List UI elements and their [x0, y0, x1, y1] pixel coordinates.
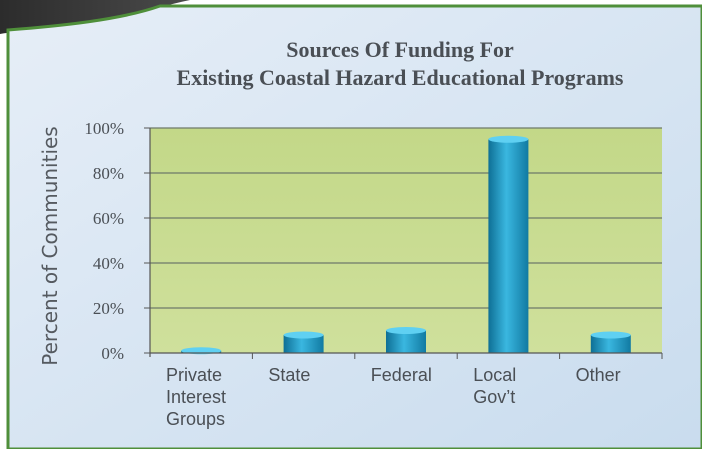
x-tick-label: Gov’t — [473, 387, 515, 407]
y-tick-label: 100% — [84, 119, 124, 138]
axes — [144, 127, 663, 359]
y-tick-label: 40% — [93, 254, 124, 273]
bar-body — [386, 330, 426, 353]
x-tick-label: Other — [576, 365, 621, 385]
bar — [590, 331, 631, 353]
y-tick-label: 80% — [93, 164, 124, 183]
bar-top — [590, 331, 631, 339]
chart-title-line-2: Existing Coastal Hazard Educational Prog… — [177, 65, 624, 90]
bar-body — [283, 335, 324, 353]
bar-body — [488, 139, 529, 353]
x-tick-label: Groups — [166, 409, 225, 429]
bars — [181, 135, 631, 355]
bar — [283, 331, 324, 353]
x-tick-label: Local — [473, 365, 516, 385]
bar — [488, 135, 529, 353]
plot-area — [150, 128, 662, 353]
bar-top — [386, 327, 426, 334]
bar — [386, 327, 426, 353]
x-tick-label: Private — [166, 365, 222, 385]
gridlines — [150, 127, 662, 309]
y-tick-label: 20% — [93, 299, 124, 318]
y-tick-label: 0% — [101, 344, 124, 363]
x-tick-label: State — [268, 365, 310, 385]
bar-body — [590, 335, 631, 353]
bar-top — [283, 331, 324, 339]
bar-top — [488, 135, 529, 143]
chart-title-line-1: Sources Of Funding For — [286, 37, 514, 62]
y-tick-label: 60% — [93, 209, 124, 228]
y-axis-label: Percent of Communities — [38, 126, 62, 365]
y-tick-labels: 0% 20% 40% 60% 80% 100% — [84, 119, 124, 363]
x-tick-label: Interest — [166, 387, 226, 407]
x-tick-label: Federal — [371, 365, 432, 385]
